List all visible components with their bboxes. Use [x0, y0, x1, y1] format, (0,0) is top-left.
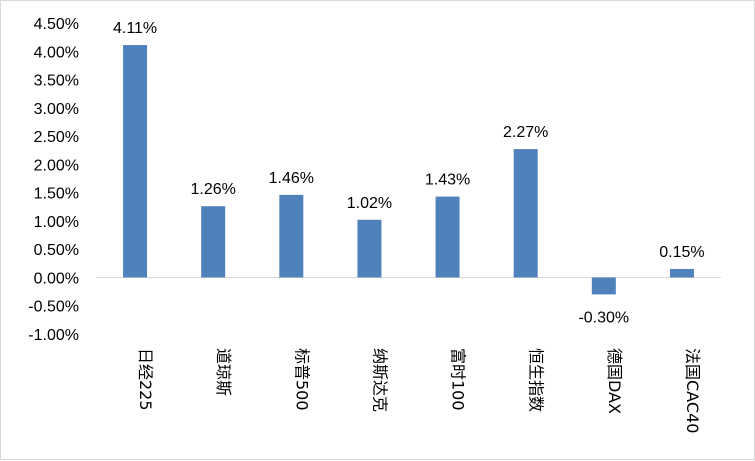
category-label: 标普500	[292, 348, 311, 411]
y-tick-label: 4.50%	[34, 16, 79, 33]
category-label: 法国CAC40	[683, 348, 702, 433]
y-tick-label: 0.50%	[34, 242, 79, 259]
y-tick-label: 3.50%	[34, 73, 79, 90]
y-tick-label: 1.50%	[34, 186, 79, 203]
bar	[357, 219, 382, 278]
y-tick-label: 3.00%	[34, 101, 79, 118]
y-tick-label: -1.00%	[28, 327, 79, 344]
bar	[513, 149, 538, 278]
data-label: -0.30%	[578, 309, 629, 326]
bar	[201, 206, 226, 278]
bar	[123, 45, 148, 278]
y-tick-label: 2.50%	[34, 129, 79, 146]
data-label: 4.11%	[113, 20, 157, 37]
category-label: 富时100	[449, 348, 468, 411]
bar	[591, 277, 616, 295]
y-tick-label: -0.50%	[28, 299, 79, 316]
data-label: 1.43%	[425, 172, 470, 189]
y-tick-label: 4.00%	[34, 44, 79, 61]
y-tick-label: 1.00%	[34, 214, 79, 231]
data-label: 1.46%	[269, 170, 314, 187]
category-label: 德国DAX	[605, 348, 624, 414]
category-label: 纳斯达克	[370, 348, 389, 412]
data-label: 1.02%	[347, 195, 392, 212]
bar	[279, 194, 304, 278]
data-label: 0.15%	[659, 244, 704, 261]
data-label: 2.27%	[503, 124, 548, 141]
y-tick-label: 2.00%	[34, 157, 79, 174]
bar	[669, 268, 694, 278]
category-label: 道琼斯	[214, 348, 233, 396]
category-label: 日经225	[136, 348, 155, 411]
y-tick-label: 0.00%	[34, 270, 79, 287]
category-label: 恒生指数	[527, 348, 546, 412]
data-label: 1.26%	[191, 181, 236, 198]
bar	[435, 196, 460, 278]
